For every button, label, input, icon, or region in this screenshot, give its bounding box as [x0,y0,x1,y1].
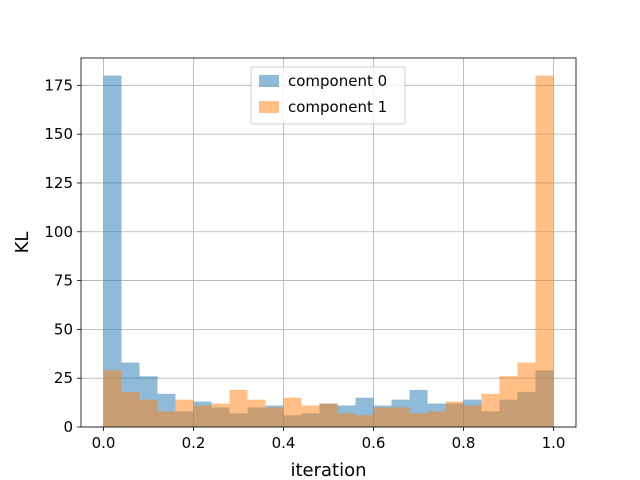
legend: component 0 component 1 [250,66,406,125]
legend-box [250,66,406,125]
histogram-bar [409,413,428,427]
histogram-bar [301,405,320,427]
plot-frame [80,57,577,428]
histogram-bar [175,399,194,427]
y-tick-label: 125 [44,174,73,192]
y-tick-label: 50 [54,320,73,338]
legend-swatch [259,101,279,113]
histogram-bar [229,389,248,427]
legend-swatch [259,75,279,87]
histogram-bar [427,411,446,427]
histogram-bar [157,411,176,427]
y-tick-label: 25 [54,369,73,387]
histogram-bar [121,391,140,427]
histogram-bar [103,75,122,428]
histogram-bar [481,393,500,427]
x-axis-title: iteration [290,460,366,480]
x-axis-ticks: 0.0 0.2 0.4 0.6 0.8 1.0 [92,427,566,452]
histogram-bar [283,397,302,427]
y-tick-label: 0 [63,418,73,436]
legend-label: component 1 [288,98,387,116]
histogram-bar [337,413,356,427]
x-tick-label: 0.0 [92,434,116,452]
y-axis-title: KL [12,232,33,254]
histogram-bar [265,407,284,427]
histogram-bar [517,362,536,427]
histogram-bar [499,376,518,427]
histogram-bar [535,75,554,428]
y-tick-label: 150 [44,125,73,143]
x-tick-label: 1.0 [542,434,566,452]
x-tick-label: 0.4 [272,434,296,452]
x-tick-label: 0.8 [452,434,476,452]
y-tick-label: 175 [44,76,73,94]
y-axis-ticks: 0 25 50 75 100 125 150 175 [44,76,81,436]
histogram-bar [319,403,338,427]
histogram-bar [373,407,392,427]
y-tick-label: 75 [54,272,73,290]
histogram-bar [391,407,410,427]
histogram-bar [193,405,212,427]
histogram-bar [355,415,374,427]
x-tick-label: 0.6 [362,434,386,452]
histogram-bar [139,399,158,427]
x-tick-label: 0.2 [182,434,206,452]
series-component-0-bars [103,75,554,428]
histogram-bar [247,399,266,427]
y-tick-label: 100 [44,223,73,241]
histogram-bar [103,370,122,427]
series-component-1-bars [103,75,554,428]
histogram-bar [445,401,464,427]
histogram-bar [211,403,230,427]
histogram-bar [463,405,482,427]
legend-label: component 0 [288,72,387,90]
